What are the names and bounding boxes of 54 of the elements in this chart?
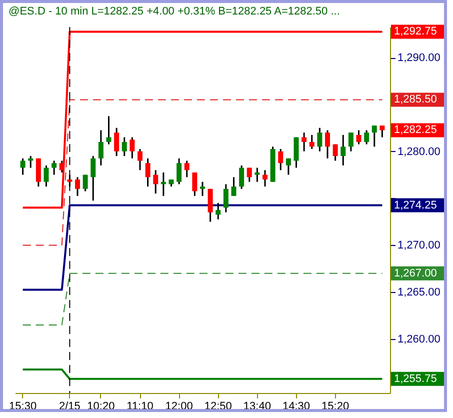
y-tick-label: 1,290.00 [398, 52, 440, 64]
candlestick [153, 169, 158, 194]
candlestick [216, 202, 221, 220]
candlestick [372, 124, 377, 148]
candlestick [223, 183, 228, 214]
candlestick [302, 132, 307, 152]
chart-title: @ES.D - 10 min L=1282.25 +4.00 +0.31% B=1282.25 A=1282.50 ... [8, 6, 340, 18]
candlestick [176, 158, 182, 185]
candlestick [364, 129, 370, 146]
candlestick [239, 164, 244, 190]
text: 1,282.25 [394, 124, 437, 136]
y-tick-label: 1,270.00 [398, 240, 440, 252]
candlestick [332, 144, 338, 162]
candlestick [356, 129, 362, 146]
candlestick [44, 164, 49, 188]
y-tick-label: 1,265.00 [398, 286, 440, 299]
candlestick [59, 160, 64, 174]
candlestick [145, 158, 150, 188]
candlestick [278, 148, 284, 171]
candlestick [231, 176, 236, 197]
candlestick [138, 148, 142, 171]
candlestick [75, 176, 80, 197]
data-label: 1,285.50 [394, 94, 437, 106]
candlestick [208, 188, 213, 222]
candlestick [309, 134, 314, 150]
candlestick [52, 160, 57, 176]
candlestick [106, 115, 112, 146]
candlestick [82, 174, 88, 192]
candlestick [348, 132, 354, 152]
y-tick-label: 1,260.00 [398, 334, 440, 346]
candlestick [380, 124, 385, 138]
candlestick [184, 160, 190, 178]
candlestick [122, 136, 127, 157]
candlestick [114, 127, 120, 157]
data-label: 1,292.75 [394, 26, 437, 38]
candlestick [340, 134, 346, 166]
data-label: 1,274.25 [394, 199, 437, 212]
candlestick [286, 158, 291, 176]
candlestick [246, 167, 252, 183]
candlestick [294, 136, 299, 169]
data-label: 1,267.00 [394, 267, 437, 280]
data-label: 1,255.75 [394, 372, 437, 385]
candlestick [90, 155, 96, 202]
candlestick [98, 129, 104, 166]
candlestick [254, 167, 260, 183]
candlestick [130, 136, 135, 160]
candlestick [200, 181, 205, 197]
candlestick [317, 127, 322, 152]
candlestick [192, 172, 198, 197]
candlestick [36, 158, 41, 188]
y-tick-label: 1,280.00 [398, 146, 440, 158]
candlestick [262, 169, 268, 188]
candlestick [325, 129, 330, 160]
candlestick [20, 158, 26, 176]
